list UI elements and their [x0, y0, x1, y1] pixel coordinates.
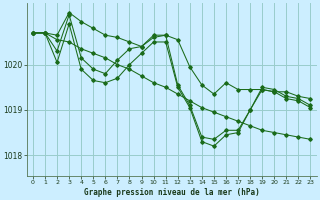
- X-axis label: Graphe pression niveau de la mer (hPa): Graphe pression niveau de la mer (hPa): [84, 188, 260, 197]
